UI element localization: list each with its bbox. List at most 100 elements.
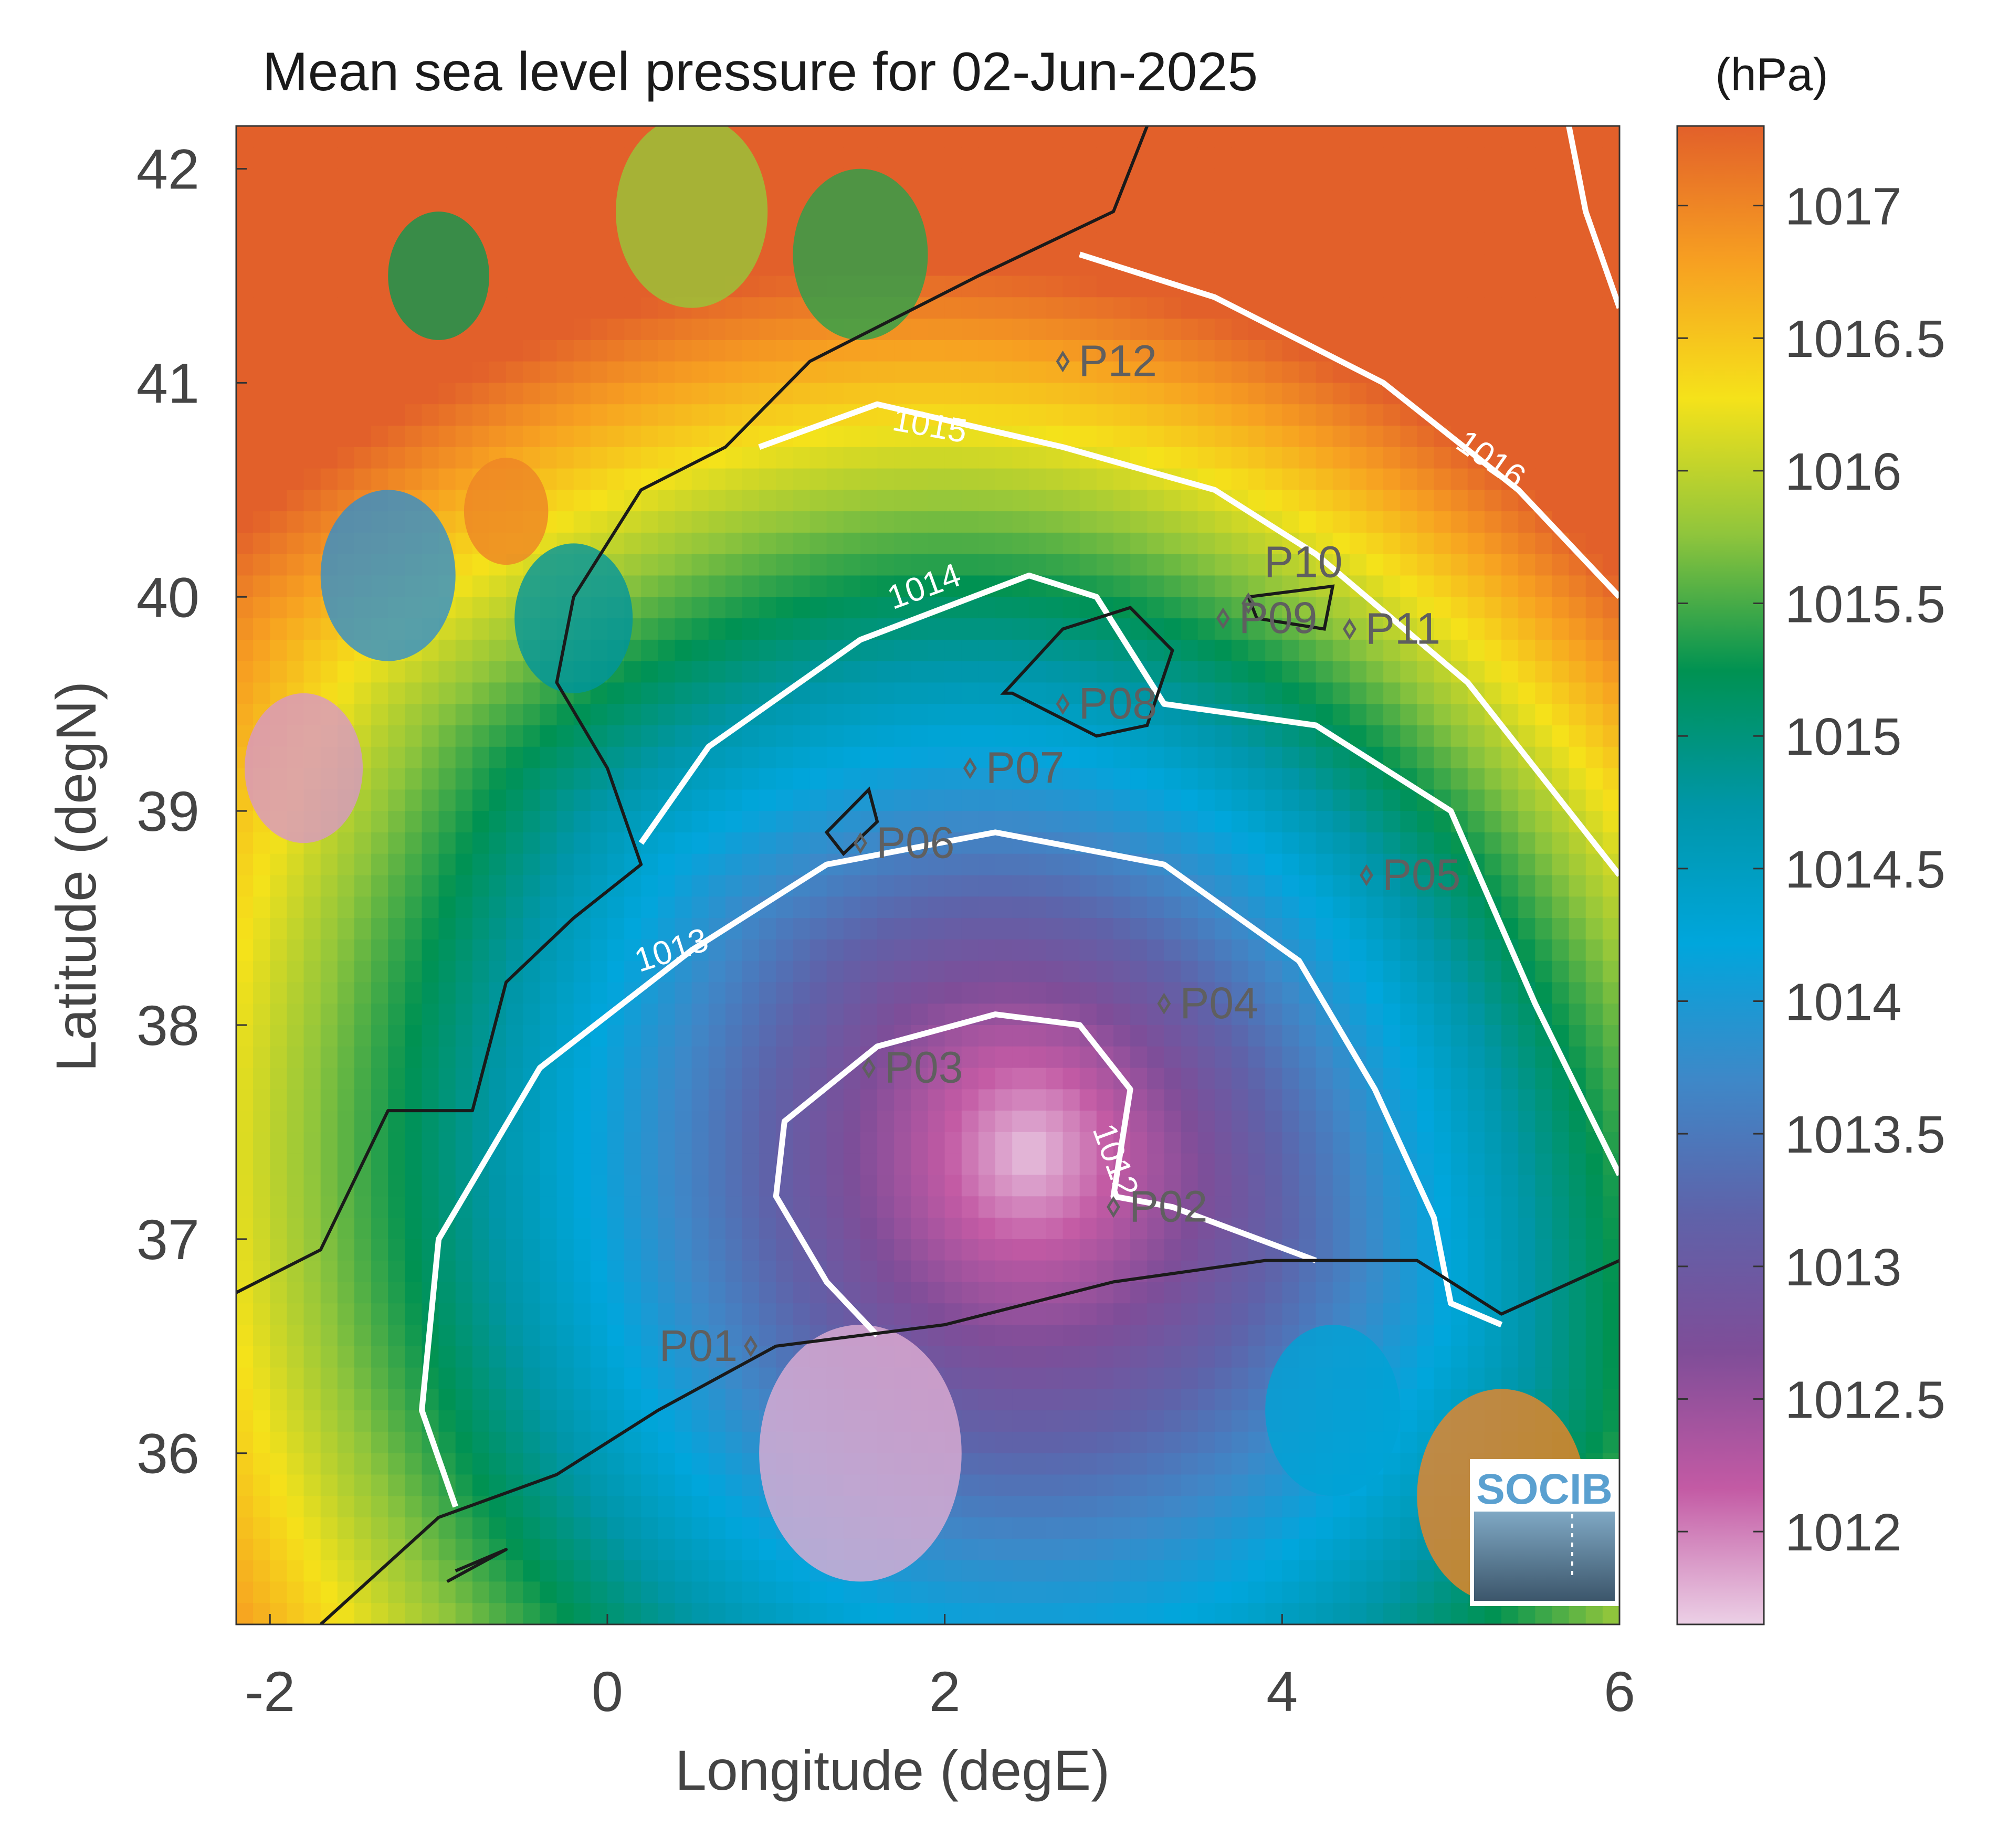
field-cell — [1535, 276, 1553, 298]
field-cell — [1434, 554, 1451, 576]
field-cell — [1366, 982, 1384, 1005]
field-cell — [489, 361, 507, 384]
field-cell — [287, 1346, 304, 1368]
field-cell — [1501, 768, 1519, 790]
field-cell — [1552, 190, 1570, 213]
field-cell — [708, 532, 726, 555]
field-cell — [1383, 746, 1401, 769]
field-cell — [658, 1196, 676, 1219]
field-cell — [658, 618, 676, 640]
field-cell — [573, 832, 591, 854]
field-cell — [1012, 597, 1030, 619]
field-cell — [590, 789, 608, 812]
field-cell — [1585, 1025, 1603, 1047]
field-cell — [860, 1132, 878, 1154]
field-cell — [742, 575, 760, 598]
field-cell — [1417, 1346, 1435, 1368]
field-cell — [1383, 468, 1401, 491]
field-cell — [253, 1025, 271, 1047]
field-cell — [1569, 447, 1586, 469]
field-cell — [303, 618, 321, 640]
field-cell — [1029, 597, 1047, 619]
field-cell — [1602, 468, 1619, 491]
field-cell — [540, 361, 558, 384]
field-cell — [641, 1068, 659, 1090]
field-cell — [371, 918, 389, 940]
field-cell — [928, 340, 945, 362]
field-cell — [573, 404, 591, 426]
field-cell — [320, 340, 338, 362]
field-cell — [1349, 1089, 1367, 1112]
field-cell — [1096, 1218, 1114, 1240]
field-cell — [1400, 1004, 1418, 1026]
field-cell — [776, 725, 794, 747]
field-cell — [1113, 404, 1131, 426]
field-cell — [523, 1239, 541, 1261]
field-cell — [1501, 1196, 1519, 1219]
field-cell — [1552, 554, 1570, 576]
field-cell — [1518, 276, 1536, 298]
field-cell — [1535, 426, 1553, 448]
field-cell — [1299, 468, 1317, 491]
field-cell — [1552, 1153, 1570, 1176]
field-cell — [1417, 319, 1435, 341]
field-cell — [725, 896, 743, 919]
field-cell — [978, 554, 996, 576]
field-cell — [523, 704, 541, 726]
field-cell — [590, 276, 608, 298]
field-cell — [287, 1046, 304, 1069]
field-cell — [1214, 468, 1232, 491]
field-cell — [1147, 212, 1165, 234]
field-cell — [911, 1046, 929, 1069]
field-cell — [961, 468, 979, 491]
field-cell — [995, 661, 1013, 683]
field-cell — [1214, 575, 1232, 598]
field-cell — [843, 490, 861, 512]
field-cell — [1602, 832, 1619, 854]
field-cell — [978, 1046, 996, 1069]
field-cell — [675, 1153, 692, 1176]
field-cell — [1046, 404, 1064, 426]
field-cell — [1029, 1389, 1047, 1411]
field-cell — [978, 404, 996, 426]
field-cell — [506, 147, 524, 170]
field-cell — [708, 1089, 726, 1112]
field-cell — [894, 147, 912, 170]
field-cell — [388, 704, 406, 726]
field-cell — [776, 597, 794, 619]
field-cell — [826, 618, 844, 640]
field-cell — [489, 1303, 507, 1325]
field-cell — [911, 1303, 929, 1325]
field-cell — [270, 532, 288, 555]
field-cell — [1012, 1175, 1030, 1197]
field-cell — [928, 875, 945, 897]
field-cell — [1535, 982, 1553, 1005]
field-cell — [1569, 918, 1586, 940]
field-cell — [1164, 168, 1182, 191]
field-cell — [1197, 383, 1215, 405]
field-cell — [1231, 1153, 1249, 1176]
field-cell — [1366, 147, 1384, 170]
field-cell — [1113, 276, 1131, 298]
field-cell — [1079, 1132, 1097, 1154]
field-cell — [1450, 982, 1468, 1005]
field-cell — [708, 789, 726, 812]
field-cell — [354, 1046, 372, 1069]
field-cell — [995, 1282, 1013, 1304]
field-cell — [371, 1367, 389, 1390]
field-cell — [1349, 126, 1367, 148]
field-cell — [708, 1282, 726, 1304]
field-cell — [894, 746, 912, 769]
field-cell — [894, 1260, 912, 1283]
field-cell — [1214, 725, 1232, 747]
field-cell — [708, 490, 726, 512]
field-cell — [270, 1389, 288, 1411]
field-cell — [759, 918, 777, 940]
field-cell — [1501, 1367, 1519, 1390]
field-cell — [607, 1346, 625, 1368]
field-cell — [1417, 1004, 1435, 1026]
field-cell — [658, 1303, 676, 1325]
field-cell — [675, 1132, 692, 1154]
field-cell — [1400, 1218, 1418, 1240]
field-cell — [658, 575, 676, 598]
